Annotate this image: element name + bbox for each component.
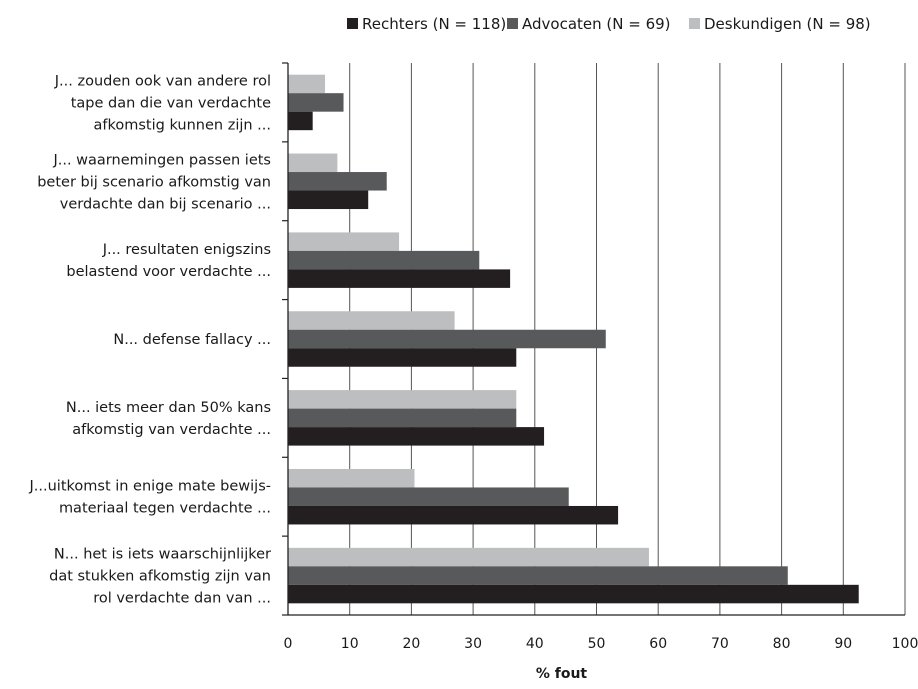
legend-swatch [689,18,700,29]
bar [288,311,455,330]
category-label: rol verdachte dan van ... [93,591,271,607]
bar [288,487,569,506]
bar [288,348,517,367]
category-label: verdachte dan bij scenario ... [60,196,271,212]
bar [288,93,344,112]
x-tick-label: 10 [341,636,359,652]
legend: Rechters (N = 118) Advocaten (N = 69) Desk… [347,15,871,33]
bar [288,329,606,349]
x-tick-label: 50 [588,636,606,652]
axes [282,62,905,616]
category-label: beter bij scenario afkomstig van [37,174,271,190]
legend-label: Advocaten (N = 69) [522,15,671,33]
x-tick-label: 100 [892,636,918,652]
category-label: dat stukken afkomstig zijn van [49,569,271,585]
bar [288,505,619,525]
category-label: J... zouden ook van andere rol [54,73,271,89]
bar [288,172,387,191]
x-tick-label: 0 [284,636,293,652]
bar [288,250,480,270]
x-tick-label: 80 [773,636,791,652]
bar [288,74,326,94]
category-label: N... iets meer dan 50% kans [66,400,271,416]
bar [288,468,415,488]
legend-swatch [507,18,518,29]
x-tick-label: 60 [649,636,667,652]
x-tick-label: 20 [402,636,420,652]
category-label: J... resultaten enigszins [102,242,271,258]
bar [288,547,649,567]
bar [288,111,313,131]
legend-label: Rechters (N = 118) [362,15,506,33]
x-tick-label: 40 [526,636,544,652]
category-label: J... waarnemingen passen iets [52,152,271,168]
bar [288,408,517,428]
x-axis-title: % fout [536,666,588,682]
bar [288,390,517,409]
category-label: afkomstig kunnen zijn ... [94,117,271,133]
x-tick-label: 90 [834,636,852,652]
bar [288,566,788,585]
category-label: belastend voor verdachte ... [66,264,271,280]
legend-swatch [347,18,358,29]
bar [288,232,400,251]
x-tick-label: 70 [711,636,729,652]
bar [288,584,859,604]
bar [288,427,545,446]
x-tick-label: 30 [464,636,482,652]
category-label: N... het is iets waarschijnlijker [54,547,271,563]
bar [288,269,511,288]
bar [288,190,369,210]
bar [288,153,338,173]
category-label: tape dan die van verdachte [71,95,271,111]
legend-label: Deskundigen (N = 98) [704,15,871,33]
category-label: N... defense fallacy ... [113,332,271,348]
category-label: materiaal tegen verdachte ... [59,501,271,517]
category-label: J...uitkomst in enige mate bewijs- [29,479,272,495]
category-labels: J... zouden ook van andere rol tape dan d… [29,73,272,606]
x-tick-labels: 0 10 20 30 40 50 60 70 80 90 100 [284,636,918,652]
bars [288,74,859,604]
category-label: afkomstig van verdachte ... [72,422,271,438]
